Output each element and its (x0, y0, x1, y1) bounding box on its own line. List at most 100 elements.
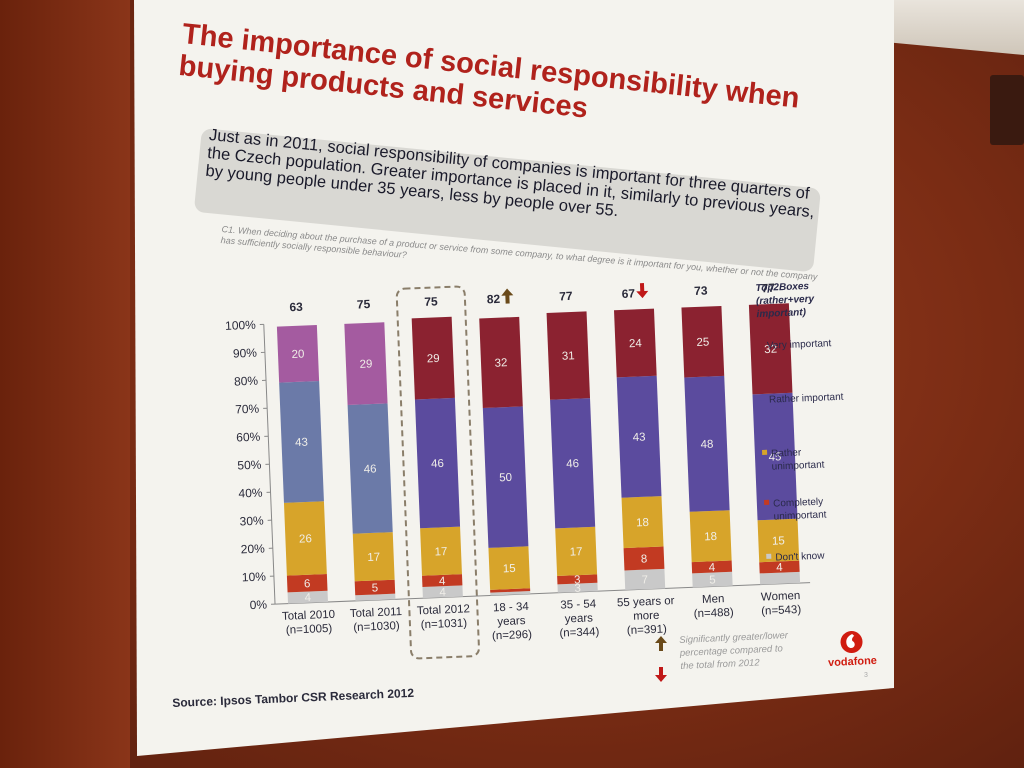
bar-data-label: 4 (439, 587, 446, 599)
bar-data-label: 29 (427, 353, 440, 366)
bar-segment (490, 588, 531, 593)
bar-segment (550, 398, 596, 529)
bar-segment (557, 582, 598, 593)
bar-data-label: 32 (764, 344, 777, 357)
bar-segment (557, 574, 598, 585)
bar-data-label: 15 (772, 535, 785, 548)
legend-label: unimportant (773, 509, 826, 522)
bar-data-label: 50 (499, 472, 512, 485)
legend-label: Rather (771, 447, 802, 459)
legend-label: Very important (767, 338, 832, 352)
category-label: years (497, 615, 526, 628)
legend-swatch (764, 499, 770, 505)
bar-data-label: 46 (566, 458, 579, 471)
bar-segment (286, 574, 328, 593)
bar-segment (490, 591, 531, 596)
wall-left (0, 0, 130, 768)
category-label: years (565, 612, 594, 625)
category-label: 55 years or (617, 595, 675, 609)
bar-segment (624, 568, 666, 591)
bar-data-label: 17 (367, 551, 380, 564)
y-tick-label: 20% (240, 541, 265, 556)
significant-down-arrow-icon (636, 283, 649, 299)
up-arrow-icon (655, 636, 667, 651)
y-tick-label: 10% (242, 569, 267, 584)
category-label: Total 2012 (417, 603, 471, 617)
bar-segment (691, 560, 733, 574)
top2-label: 75 (357, 297, 371, 312)
bar-segment (684, 375, 730, 512)
bar-segment (752, 392, 798, 521)
legend-swatch (759, 395, 766, 402)
bar-data-label: 17 (434, 546, 447, 559)
bar-segment (488, 546, 531, 590)
bar-segment (759, 560, 800, 574)
legend-label: Don't know (775, 551, 825, 564)
down-arrow-icon (655, 667, 667, 682)
category-label: Total 2010 (282, 609, 336, 623)
top2-label: 77 (761, 281, 775, 296)
top2-label: 63 (289, 300, 303, 315)
category-label: Total 2011 (350, 606, 403, 620)
bar-data-label: 3 (574, 574, 581, 586)
bar-segment (352, 532, 395, 582)
bar-segment (759, 571, 801, 585)
bar-segment (623, 546, 665, 571)
bar-data-label: 5 (709, 574, 716, 586)
bar-data-label: 32 (494, 357, 507, 370)
page-number: 3 (864, 672, 868, 679)
bar-data-label: 29 (359, 358, 372, 371)
bar-data-label: 46 (364, 463, 377, 476)
significance-note-text: Significantly greater/lower percentage c… (679, 630, 789, 672)
category-label: (n=543) (761, 604, 802, 618)
bar-segment (689, 510, 732, 563)
vodafone-speechmark-icon (840, 631, 863, 654)
y-tick-label: 40% (238, 486, 263, 501)
legend-swatch (766, 553, 772, 559)
top2-label: 82 (487, 292, 501, 307)
category-label: (n=488) (694, 607, 735, 621)
y-tick-label: 50% (237, 458, 262, 473)
bar-segment (279, 380, 324, 503)
bar-segment (422, 585, 463, 599)
significance-arrows (655, 636, 667, 682)
category-label: more (633, 610, 660, 623)
bar-data-label: 43 (295, 437, 308, 450)
bar-data-label: 48 (700, 439, 713, 452)
bar-data-label: 20 (291, 349, 304, 362)
y-tick-label: 60% (236, 430, 261, 445)
category-label: (n=391) (627, 623, 668, 637)
category-label: (n=344) (559, 626, 600, 640)
category-label: (n=1031) (421, 617, 468, 631)
logo-text: vodafone (827, 654, 878, 670)
legend-title: (rather+very (756, 294, 815, 307)
bar-segment (411, 316, 455, 400)
slide: The importance of social responsibility … (134, 0, 894, 756)
bar-data-label: 4 (776, 562, 783, 574)
y-tick-label: 80% (234, 374, 259, 389)
bar-segment (344, 322, 388, 406)
legend-title: important) (756, 307, 807, 320)
bar-segment (276, 325, 320, 383)
bar-segment (347, 403, 393, 534)
bar-data-label: 26 (299, 533, 312, 546)
bar-data-label: 31 (562, 350, 575, 363)
category-label: (n=1030) (353, 620, 400, 634)
legend-label: Rather important (769, 392, 844, 406)
legend-swatch (757, 341, 763, 348)
y-tick-label: 30% (239, 513, 264, 528)
bar-segment (748, 303, 793, 395)
bar-data-label: 24 (629, 338, 643, 351)
bar-segment (546, 311, 591, 400)
top2-label: 73 (694, 283, 708, 298)
bar-data-label: 6 (304, 578, 311, 590)
bar-segment (414, 397, 461, 529)
bar-data-label: 45 (768, 451, 781, 464)
bar-segment (757, 518, 800, 563)
bar-segment (420, 526, 462, 576)
bar-data-label: 17 (570, 546, 583, 559)
y-tick-label: 100% (225, 318, 257, 333)
bar-data-label: 4 (708, 562, 715, 574)
bar-segment (354, 579, 396, 596)
bar-data-label: 4 (439, 575, 446, 587)
